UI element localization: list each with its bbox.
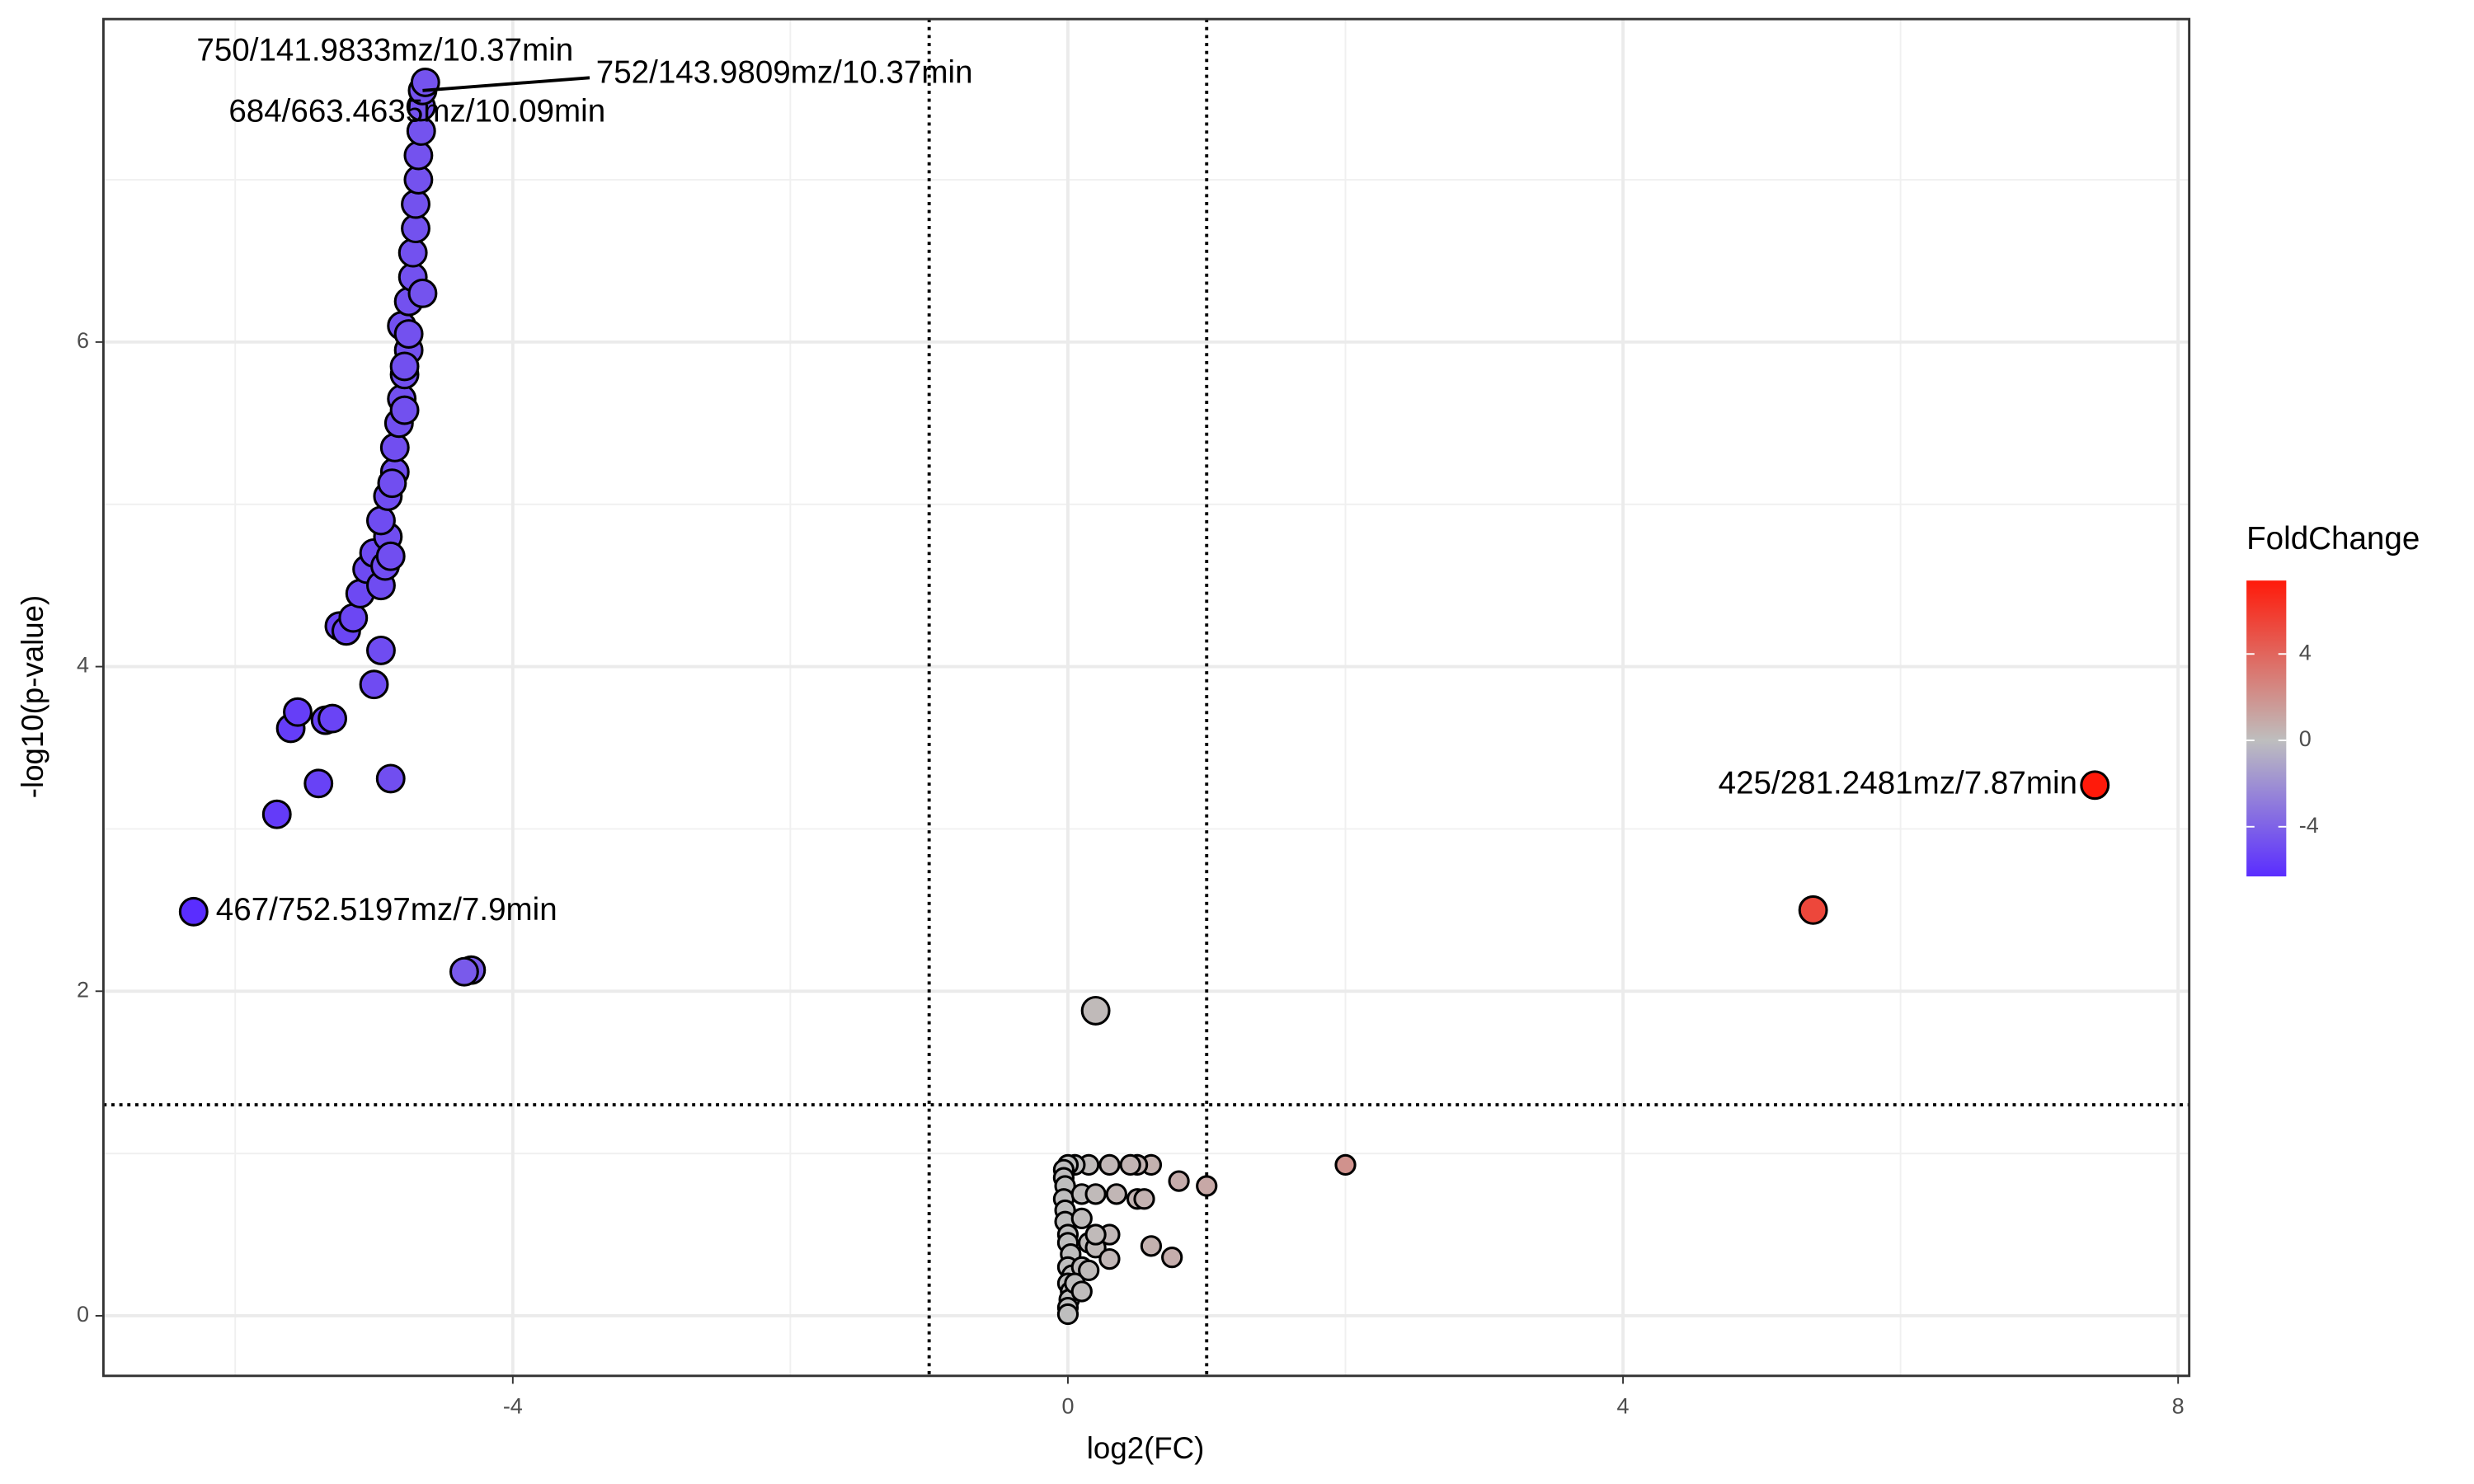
points: [178, 67, 2110, 1326]
point: [397, 237, 428, 268]
y-tick-label: 4: [77, 653, 89, 678]
point: [401, 214, 430, 244]
point: [1084, 1183, 1107, 1205]
point: [403, 165, 434, 195]
point: [377, 468, 407, 499]
point: [1098, 1153, 1121, 1176]
x-tick-label: 0: [1061, 1394, 1074, 1419]
x-tick-label: -4: [503, 1394, 523, 1419]
point: [366, 635, 396, 665]
point: [393, 319, 424, 349]
point: [1070, 1207, 1093, 1229]
point-label: 752/143.9809mz/10.37min: [596, 55, 973, 91]
point: [366, 505, 396, 536]
point: [1105, 1183, 1127, 1205]
point: [359, 669, 389, 700]
point: [1168, 1170, 1190, 1192]
point-label: 467/752.5197mz/7.9min: [216, 892, 557, 928]
point: [178, 896, 209, 927]
point: [1078, 1259, 1100, 1281]
point: [1140, 1235, 1163, 1257]
point: [1133, 1188, 1155, 1210]
colorbar-label: -4: [2299, 813, 2319, 838]
point: [389, 351, 420, 382]
point: [379, 432, 410, 463]
point: [1196, 1175, 1218, 1197]
x-tick-label: 8: [2172, 1394, 2185, 1419]
point: [303, 768, 334, 799]
x-axis-title: log2(FC): [1087, 1431, 1205, 1465]
point: [317, 703, 348, 734]
point: [1161, 1246, 1183, 1269]
legend-title: FoldChange: [2246, 521, 2420, 556]
y-axis-title: -log10(p-value): [16, 595, 49, 798]
point: [2080, 770, 2110, 801]
point-label: 425/281.2481mz/7.87min: [1719, 765, 2077, 801]
point: [407, 278, 438, 308]
point-label: 684/663.4635mz/10.09min: [228, 93, 605, 129]
point: [1098, 1247, 1121, 1270]
colorbar-label: 4: [2299, 640, 2312, 665]
y-tick-label: 2: [77, 977, 89, 1002]
point: [1080, 995, 1111, 1026]
point: [375, 541, 406, 571]
x-tick-label: 4: [1617, 1394, 1630, 1419]
point: [389, 395, 420, 425]
point: [1070, 1280, 1093, 1303]
point: [283, 697, 313, 727]
point: [401, 189, 430, 219]
point-label: 750/141.9833mz/10.37min: [196, 32, 573, 68]
point: [1798, 895, 1828, 925]
colorbar: [2246, 580, 2287, 877]
point: [1119, 1153, 1141, 1176]
point: [375, 763, 406, 794]
point: [449, 956, 479, 987]
point: [1084, 1223, 1107, 1246]
point: [1056, 1303, 1079, 1326]
point: [338, 603, 369, 633]
point: [403, 140, 434, 171]
point: [1334, 1153, 1357, 1176]
label-leader: [422, 76, 590, 92]
panel-border: [101, 17, 2191, 1378]
y-tick-label: 0: [77, 1302, 89, 1327]
colorbar-label: 0: [2299, 726, 2312, 751]
point: [261, 799, 292, 829]
y-tick-label: 6: [77, 328, 89, 353]
